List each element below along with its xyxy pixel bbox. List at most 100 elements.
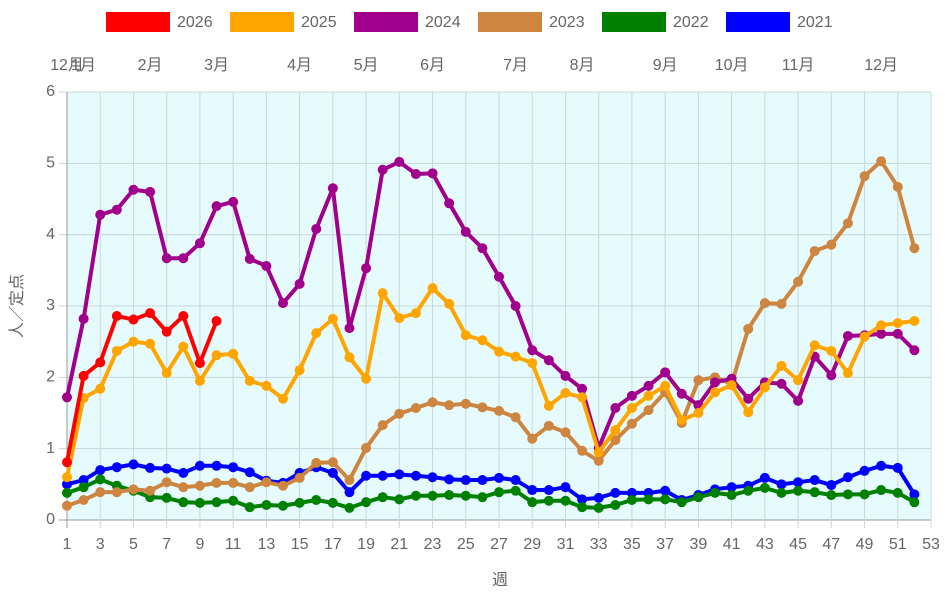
x-tick-label: 7 <box>162 536 171 553</box>
x-tick-label: 33 <box>590 536 608 553</box>
data-point <box>842 472 853 483</box>
x-tick-label: 25 <box>457 536 475 553</box>
x2-tick-label: 2月 <box>138 57 163 74</box>
x-tick-label: 5 <box>129 536 138 553</box>
data-point <box>361 470 372 481</box>
data-point <box>294 497 305 508</box>
data-point <box>842 489 853 500</box>
data-point <box>410 308 421 319</box>
data-point <box>444 198 455 209</box>
data-point <box>759 382 770 393</box>
data-point <box>560 370 571 381</box>
data-point <box>643 380 654 391</box>
data-point <box>892 462 903 473</box>
data-point <box>344 502 355 513</box>
data-point <box>410 490 421 501</box>
data-point <box>111 487 122 498</box>
data-point <box>776 487 787 498</box>
data-point <box>776 298 787 309</box>
x-tick-label: 17 <box>324 536 342 553</box>
data-point <box>128 184 139 195</box>
legend-label: 2021 <box>797 14 833 31</box>
data-point <box>161 492 172 503</box>
legend-swatch <box>726 12 790 32</box>
data-point <box>826 490 837 501</box>
data-point <box>693 492 704 503</box>
data-point <box>278 393 288 404</box>
data-point <box>494 487 504 498</box>
data-point <box>361 263 372 274</box>
data-point <box>876 460 887 471</box>
data-point <box>909 497 920 508</box>
data-point <box>560 388 571 399</box>
data-point <box>228 348 239 359</box>
data-point <box>178 497 189 508</box>
data-point <box>510 475 521 486</box>
data-point <box>892 487 903 498</box>
data-point <box>743 407 754 418</box>
legend-label: 2025 <box>301 14 337 31</box>
data-point <box>643 390 654 401</box>
data-point <box>95 465 106 476</box>
data-point <box>793 375 804 386</box>
x-tick-label: 51 <box>889 536 907 553</box>
data-point <box>111 345 122 356</box>
data-point <box>95 209 106 220</box>
y-tick-label: 3 <box>46 297 55 314</box>
data-point <box>311 328 322 339</box>
data-point <box>194 238 205 249</box>
data-point <box>793 485 804 496</box>
data-point <box>477 402 488 413</box>
data-point <box>460 330 471 341</box>
data-point <box>577 392 588 403</box>
x-axis-label: 週 <box>492 571 508 589</box>
data-point <box>859 489 870 500</box>
data-point <box>278 298 288 309</box>
data-point <box>394 469 405 480</box>
data-point <box>610 500 621 511</box>
data-point <box>826 239 837 250</box>
data-point <box>228 495 239 506</box>
data-point <box>842 218 853 229</box>
data-point <box>593 492 604 503</box>
data-point <box>78 370 89 381</box>
data-point <box>693 375 704 386</box>
data-point <box>95 474 106 485</box>
data-point <box>62 472 72 483</box>
data-point <box>211 477 222 488</box>
data-point <box>876 156 887 167</box>
data-point <box>211 350 222 361</box>
data-point <box>610 487 621 498</box>
data-point <box>261 380 272 391</box>
data-point <box>626 495 637 506</box>
data-point <box>809 475 820 486</box>
data-point <box>377 420 388 431</box>
series-line <box>65 311 219 463</box>
x2-tick-label: 9月 <box>653 57 678 74</box>
data-point <box>394 313 405 324</box>
data-point <box>460 475 471 486</box>
data-point <box>62 392 72 403</box>
data-point <box>776 378 787 389</box>
data-point <box>793 276 804 287</box>
data-point <box>327 313 338 324</box>
data-point <box>261 477 272 488</box>
data-point <box>178 310 189 321</box>
data-point <box>211 460 222 471</box>
data-point <box>909 345 920 356</box>
data-point <box>726 490 737 501</box>
data-point <box>178 467 189 478</box>
data-point <box>876 328 887 339</box>
data-point <box>145 338 156 349</box>
data-point <box>377 164 388 175</box>
data-point <box>62 479 72 490</box>
data-point <box>892 181 903 192</box>
data-point <box>909 315 920 326</box>
data-point <box>494 271 504 282</box>
y-tick-label: 0 <box>46 511 55 528</box>
data-point <box>643 405 654 416</box>
data-point <box>161 253 172 264</box>
data-point <box>161 463 172 474</box>
data-point <box>826 370 837 381</box>
series-line <box>65 159 916 450</box>
